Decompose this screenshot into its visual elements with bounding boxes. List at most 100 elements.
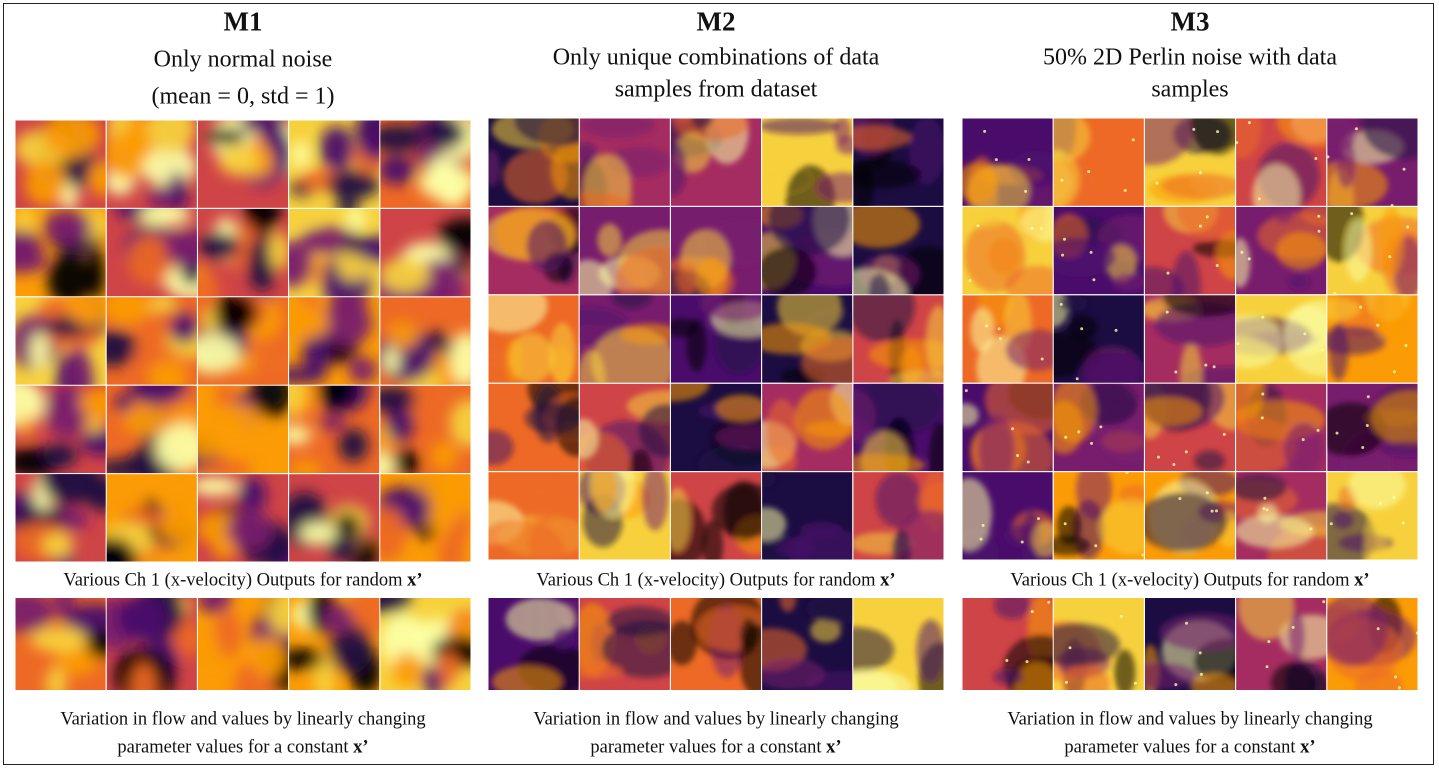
tile-blobs [1327,472,1406,560]
grid-caption: Various Ch 1 (x-velocity) Outputs for ra… [962,571,1418,592]
tile-blobs [197,208,289,297]
heatmap-tile [197,120,289,208]
tile-blobs [670,480,762,560]
tile-dot [1240,250,1244,254]
tile-dot [1063,522,1067,526]
variation-caption-text: Variation in flow and values by linearly… [533,709,899,730]
heatmap-tile [15,120,106,208]
tile-blob [1114,649,1136,690]
tile-blob [1194,450,1226,472]
tile-blob [1180,342,1203,383]
tile-blobs [1144,206,1236,295]
heatmap-tile [106,385,197,474]
tile-blob [1161,173,1236,200]
heatmap-tile [289,297,380,385]
tile-dot [1165,310,1169,314]
tile-blob [509,332,554,383]
tile-dot [1089,250,1093,254]
tile-dot [1119,614,1123,618]
tile-dot [1062,237,1066,241]
panel-subtitle-text: samples from dataset [614,76,818,103]
variation-caption-text: parameter values for a constant [590,737,822,758]
tile-dot [1064,435,1068,439]
tile-blob [670,383,710,402]
tile-blobs [289,208,380,297]
tile-dot [1265,508,1269,512]
heatmap-tile [488,206,579,295]
variation-caption-text: parameter values for a constant [117,737,349,758]
tile-dot [1359,305,1363,309]
tile-blobs [962,150,1053,206]
tile-blob [383,346,400,375]
tile-blob [1053,623,1120,667]
tile-blob [197,334,241,374]
tile-blob [992,668,1024,686]
tile-dot [1080,327,1084,331]
tile-blobs [106,385,197,474]
tile-dot [1141,553,1144,557]
tile-dot [1263,496,1267,500]
tile-dot [1192,127,1196,131]
tile-dot [1204,363,1208,367]
tile-blob [334,513,361,537]
panel-subtitle-text: Only unique combinations of data [552,44,880,71]
tile-dot [1236,342,1240,346]
tile-blob [740,618,758,651]
tile-dot [1068,646,1072,650]
tile-blob [1270,662,1316,690]
tile-blobs [762,295,853,383]
tile-blob [155,423,197,473]
tile-dot [1354,127,1358,131]
tile-blobs [488,383,579,466]
tile-blob [853,206,920,248]
tile-blob [801,337,853,383]
tile-blob [1332,511,1354,529]
tile-blobs [853,295,944,383]
tile-blob [1111,272,1144,292]
tile-dot [999,337,1003,341]
tile-blob [816,172,853,203]
tile-blob [392,652,424,687]
tile-blob [289,366,327,384]
tile-dot [1024,189,1028,193]
tile-dot [1064,680,1068,684]
tile-dot [1321,348,1325,352]
tile-dot [1390,204,1394,206]
heatmap-tile [962,295,1053,383]
tile-blob [551,626,576,651]
tile-dot [1090,441,1094,445]
tile-dot [1378,501,1382,505]
tile-blob [132,345,164,367]
tile-blobs [289,120,380,208]
tile-blob [853,598,868,616]
tile-blob [1144,118,1193,166]
grid-caption: Various Ch 1 (x-velocity) Outputs for ra… [15,571,471,592]
heatmap-tile [670,295,762,383]
tile-blob [1275,231,1327,270]
tile-blobs [289,491,380,562]
tile-blob [168,404,197,430]
panel-subtitle-text: Only normal noise [153,46,333,73]
panel-subtitle: Only unique combinations of data [488,45,944,72]
tile-dot [1174,370,1178,374]
tile-blob [488,149,501,187]
tile-blob [40,474,101,505]
tile-dot [1401,521,1405,525]
tile-blob [993,598,1032,619]
tile-blob [868,339,944,371]
tile-dot [1376,323,1380,327]
tile-blob [875,472,923,528]
tile-blobs [1053,383,1144,464]
tile-dot [1027,158,1031,162]
tile-blob [437,534,465,562]
tile-blob [46,665,67,690]
panel-title-text: M3 [1170,6,1210,37]
tile-blob [1283,299,1327,376]
tile-dot [1075,377,1079,381]
tile-blob [65,297,106,327]
tile-dot [1039,226,1043,230]
heatmap-tile [15,208,106,297]
tile-blob [962,206,1010,228]
tile-blob [450,331,471,385]
tile-blob [675,262,699,295]
